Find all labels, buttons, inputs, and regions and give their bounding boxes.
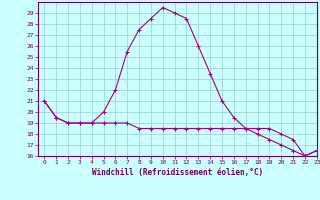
- X-axis label: Windchill (Refroidissement éolien,°C): Windchill (Refroidissement éolien,°C): [92, 168, 263, 177]
